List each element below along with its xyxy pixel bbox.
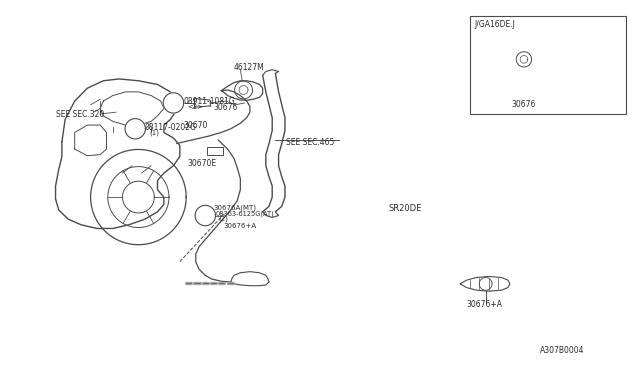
Text: 30676: 30676 xyxy=(214,103,238,112)
Text: SR20DE: SR20DE xyxy=(389,204,422,214)
Text: SEE SEC.465: SEE SEC.465 xyxy=(285,138,334,147)
Text: 30670E: 30670E xyxy=(188,158,216,168)
Text: B: B xyxy=(133,126,138,131)
Text: 46127M: 46127M xyxy=(234,62,265,72)
Text: J/GA16DE.J: J/GA16DE.J xyxy=(474,20,515,29)
Text: 08117-0202G: 08117-0202G xyxy=(145,123,196,132)
Text: 08911-1081G: 08911-1081G xyxy=(184,97,236,106)
Text: 30676: 30676 xyxy=(512,100,536,109)
Bar xyxy=(470,16,626,114)
Polygon shape xyxy=(195,205,216,226)
Text: N: N xyxy=(171,100,176,105)
Text: SEE SEC.320: SEE SEC.320 xyxy=(56,109,104,119)
Text: S: S xyxy=(204,213,207,218)
Text: 08363-6125G(AT): 08363-6125G(AT) xyxy=(216,211,275,217)
Text: (2): (2) xyxy=(219,216,228,222)
Text: <2>: <2> xyxy=(187,105,203,110)
Bar xyxy=(207,147,223,155)
Text: 30676A(MT): 30676A(MT) xyxy=(214,205,257,211)
Text: 30676+A: 30676+A xyxy=(467,300,502,310)
Text: 30676+A: 30676+A xyxy=(223,223,256,229)
Text: 30670: 30670 xyxy=(183,121,207,129)
Polygon shape xyxy=(125,119,145,139)
Text: A307B0004: A307B0004 xyxy=(540,346,584,355)
Text: (1): (1) xyxy=(149,130,159,137)
Polygon shape xyxy=(163,93,184,113)
